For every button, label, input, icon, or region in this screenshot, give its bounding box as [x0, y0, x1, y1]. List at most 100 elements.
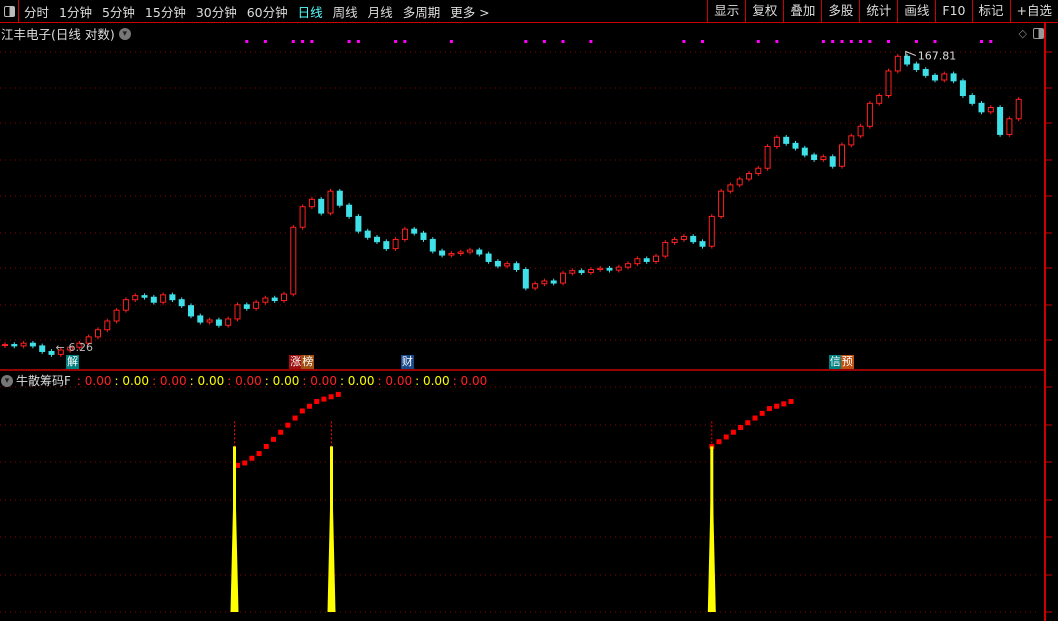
toolbar-button[interactable]: 统计: [859, 0, 897, 22]
period-tab[interactable]: 15分钟: [144, 4, 186, 20]
indicator-curve-point: [716, 439, 722, 445]
indicator-value: : 0.00: [415, 373, 450, 388]
candle-body: [829, 156, 836, 167]
signal-marker: [589, 40, 593, 43]
indicator-curve-point: [723, 434, 729, 440]
period-tab[interactable]: 周线: [332, 4, 358, 20]
candle-body: [327, 190, 334, 214]
candle-body: [141, 295, 148, 298]
candle-body: [662, 242, 669, 257]
toolbar-button[interactable]: 画线: [897, 0, 935, 22]
signal-marker: [840, 40, 844, 43]
signal-marker: [756, 40, 760, 43]
candle-body: [290, 226, 297, 295]
toolbar-button[interactable]: 显示: [707, 0, 745, 22]
candle-body: [876, 95, 883, 104]
candle-body: [913, 63, 920, 71]
candle-body: [308, 198, 315, 208]
panel-toggle-icon[interactable]: [0, 0, 19, 22]
event-tag[interactable]: 涨: [289, 355, 303, 369]
candle-body: [848, 135, 855, 146]
toolbar-right-buttons: 显示 复权 叠加 多股 统计 画线 F10 标记 +自选: [707, 0, 1058, 22]
signal-marker: [301, 40, 305, 43]
toolbar-button[interactable]: F10: [935, 0, 971, 22]
signal-marker: [524, 40, 528, 43]
candle-body: [857, 125, 864, 137]
chevron-down-icon[interactable]: ▾: [118, 27, 131, 40]
low-pointer-icon: ←: [56, 341, 65, 354]
indicator-curve-point: [738, 425, 744, 431]
signal-marker: [859, 40, 863, 43]
period-tab[interactable]: 更多 >: [450, 4, 490, 20]
indicator-curve-point: [788, 398, 794, 404]
candle-body: [29, 342, 36, 347]
candle-body: [550, 280, 557, 284]
candle-body: [513, 263, 520, 270]
toolbar-button[interactable]: 多股: [821, 0, 859, 22]
indicator-curve-point: [335, 391, 341, 397]
indicator-value: : 0.00: [114, 373, 150, 388]
chevron-down-icon[interactable]: ▾: [1, 374, 13, 387]
event-tag[interactable]: 预: [840, 355, 854, 369]
candle-body: [532, 283, 539, 289]
indicator-curve-point: [774, 403, 780, 409]
diamond-icon[interactable]: ◇: [1018, 27, 1027, 40]
candle-body: [866, 102, 873, 127]
period-tab[interactable]: 月线: [367, 4, 393, 20]
toolbar-button[interactable]: 复权: [745, 0, 783, 22]
chart-corner-icons: ◇: [1019, 27, 1044, 40]
candle-body: [643, 258, 650, 262]
toolbar-button[interactable]: +自选: [1009, 0, 1058, 22]
candle-body: [420, 232, 427, 240]
toolbar-button[interactable]: 叠加: [783, 0, 821, 22]
event-tag[interactable]: 信: [828, 355, 842, 369]
indicator-value: : 0.00: [377, 373, 413, 388]
candle-body: [113, 309, 120, 322]
indicator-value: : 0.00: [227, 373, 262, 388]
chart-title: 江丰电子(日线 对数) ▾: [1, 24, 131, 43]
panel-toggle-icon[interactable]: [1033, 28, 1044, 39]
candle-body: [885, 70, 892, 97]
candle-body: [234, 304, 241, 320]
toolbar-button[interactable]: 标记: [971, 0, 1010, 22]
period-tab[interactable]: 5分钟: [101, 4, 135, 20]
candle-body: [262, 297, 269, 303]
candle-body: [169, 294, 176, 301]
period-tab[interactable]: 分时: [24, 4, 50, 20]
event-tag[interactable]: 解: [66, 355, 80, 369]
candle-body: [336, 190, 343, 206]
candle-body: [569, 270, 576, 274]
candle-body: [215, 319, 222, 326]
candle-body: [392, 238, 399, 250]
candle-body: [411, 228, 418, 234]
indicator-value: : 0.00: [264, 373, 300, 388]
event-tag[interactable]: 榜: [301, 355, 315, 369]
period-tab[interactable]: 60分钟: [246, 4, 288, 20]
candle-body: [11, 344, 18, 347]
signal-marker: [775, 40, 779, 43]
period-tab[interactable]: 1分钟: [59, 4, 92, 20]
indicator-curve-point: [752, 415, 758, 421]
candle-body: [95, 329, 101, 338]
candle-body: [122, 299, 129, 311]
candle-body: [20, 342, 27, 347]
candle-body: [978, 102, 985, 113]
event-tag[interactable]: 财: [400, 355, 414, 369]
period-tab[interactable]: 日线: [297, 4, 323, 20]
indicator-curve-point: [328, 394, 334, 400]
candle-body: [959, 80, 966, 97]
period-tab[interactable]: 30分钟: [195, 4, 237, 20]
indicator-curve-point: [249, 455, 255, 461]
signal-marker: [887, 40, 890, 43]
period-tab[interactable]: 多周期: [402, 4, 441, 20]
indicator-curve-point: [730, 429, 736, 435]
candle-body: [727, 184, 734, 192]
stock-title: 江丰电子(日线 对数): [1, 27, 115, 42]
indicator-value: : 0.00: [76, 373, 112, 388]
candle-body: [690, 235, 697, 243]
candle-body: [197, 315, 204, 323]
indicator-value: : 0.00: [452, 373, 488, 388]
indicator-curve-point: [766, 406, 772, 412]
candle-body: [969, 95, 976, 104]
